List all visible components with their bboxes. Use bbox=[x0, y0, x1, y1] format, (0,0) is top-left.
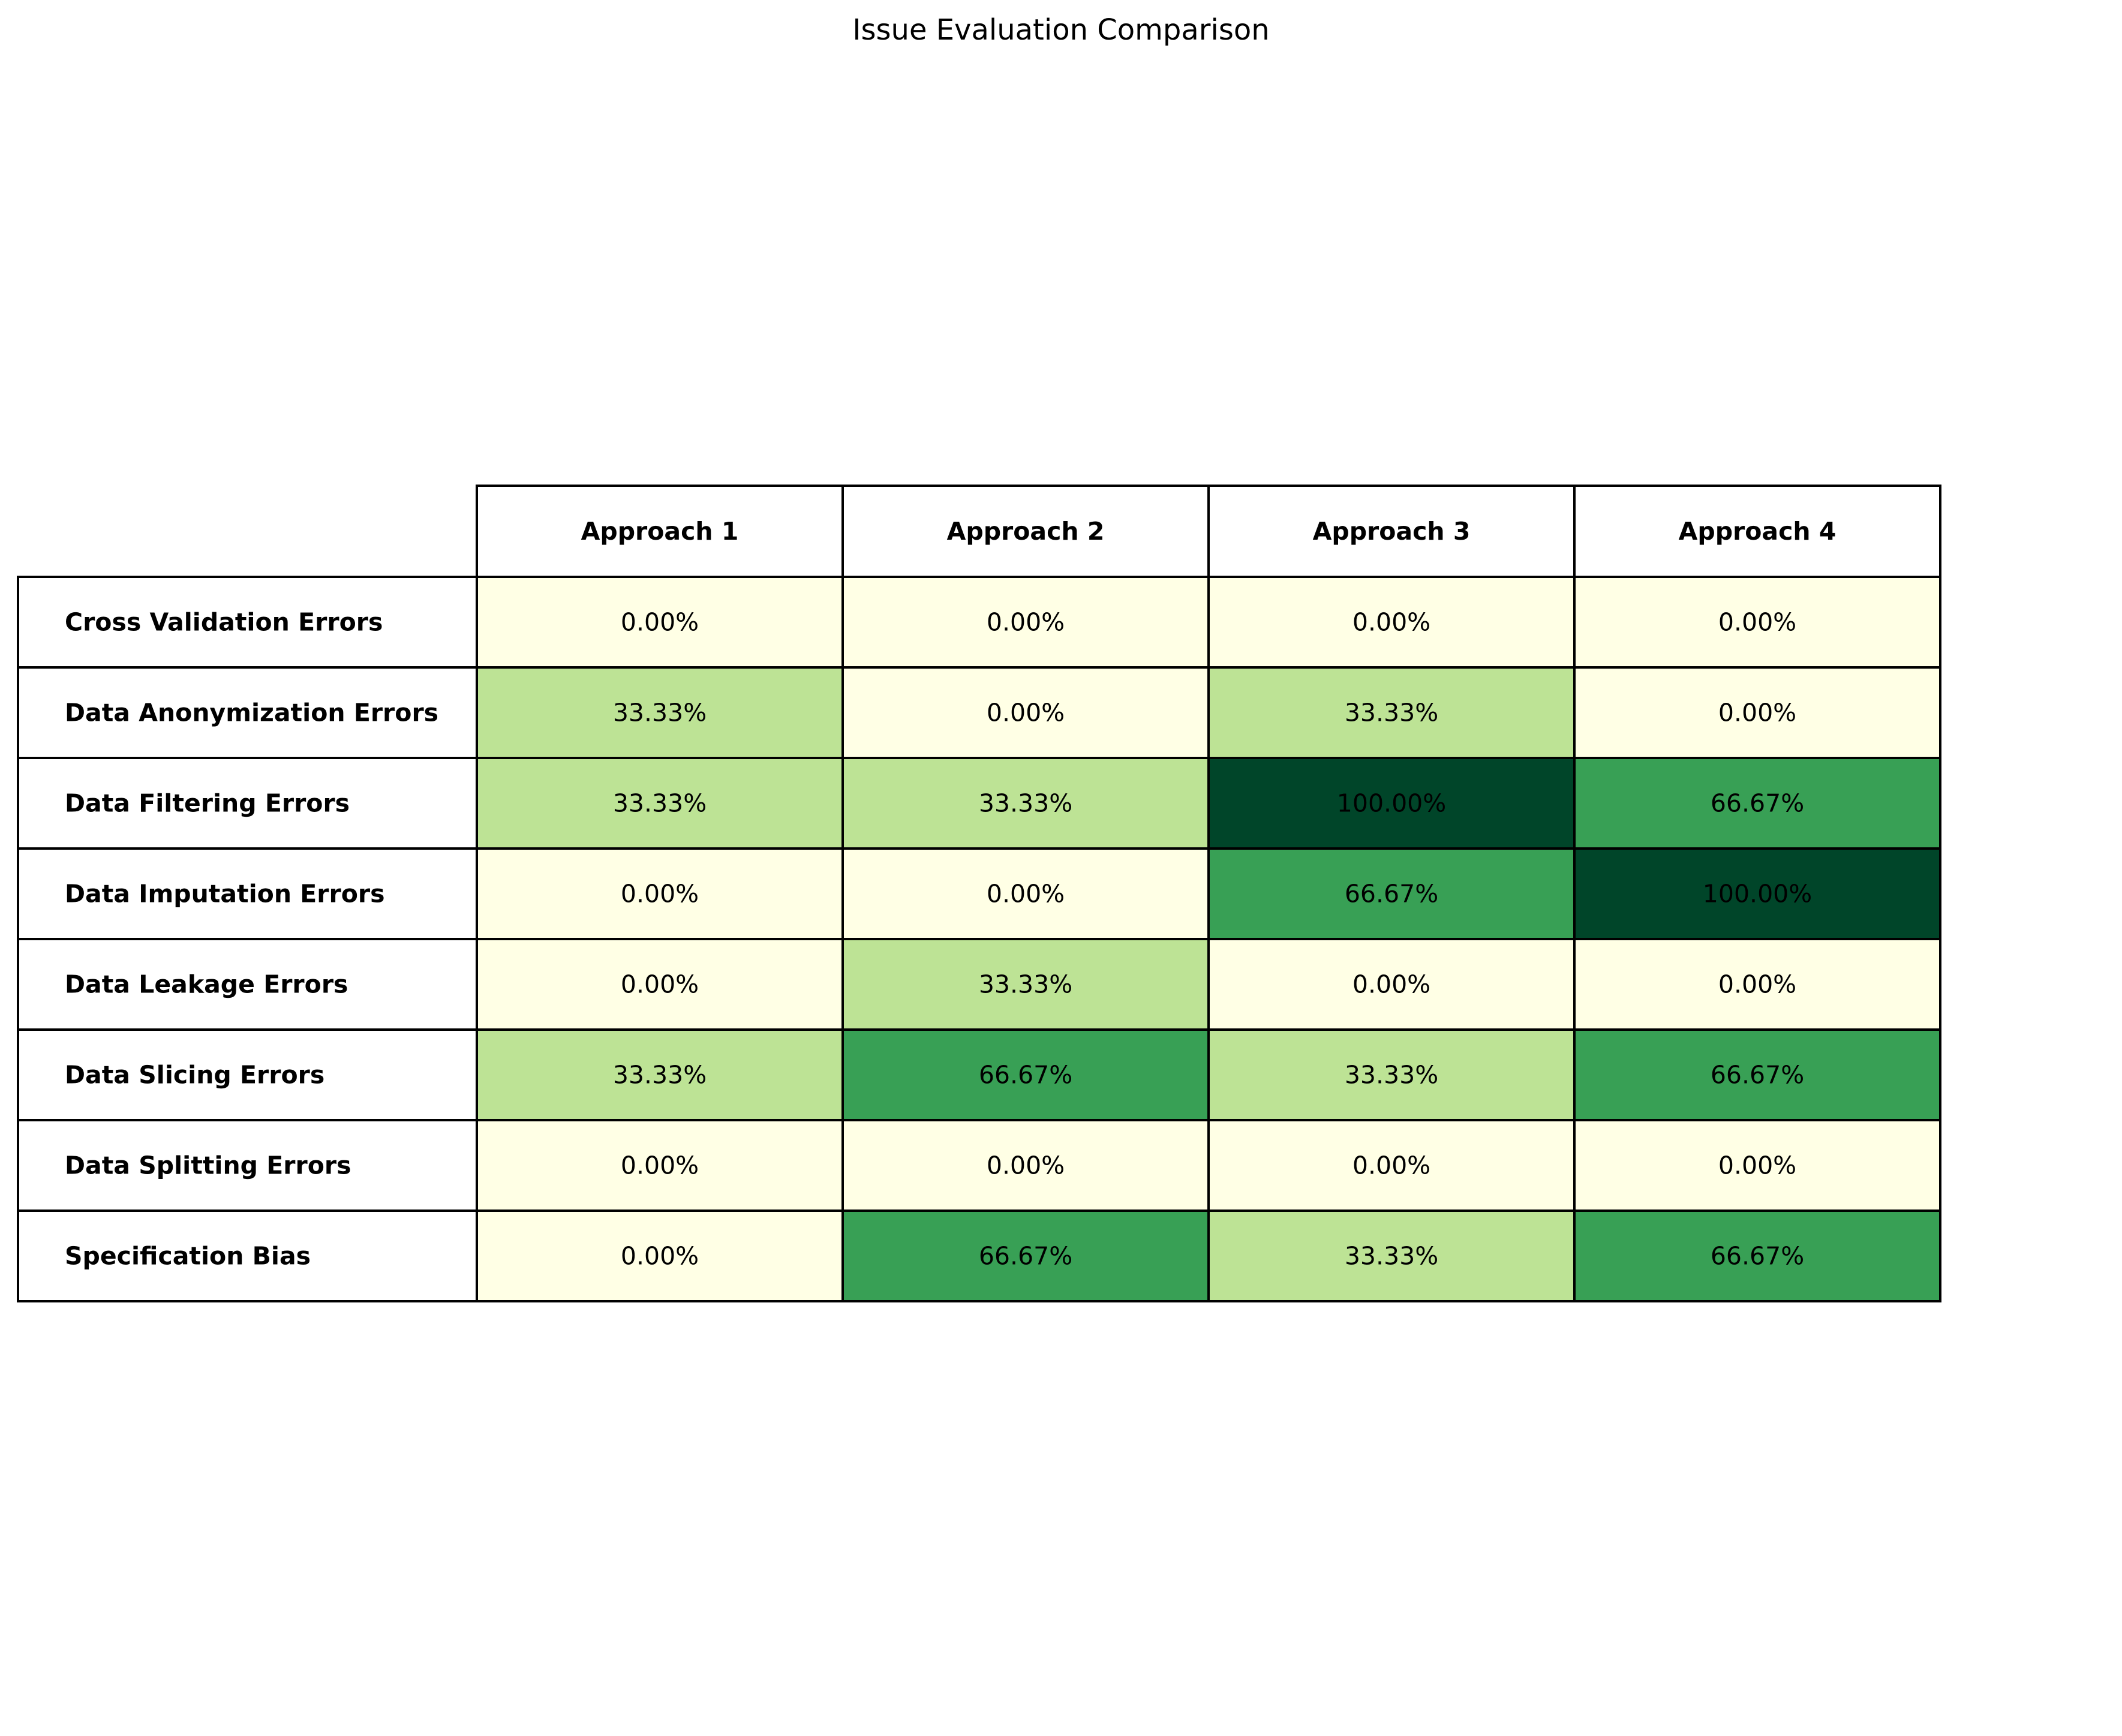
value-cell bbox=[1573, 847, 1941, 940]
value-cell bbox=[476, 757, 844, 850]
value-label: 0.00% bbox=[1352, 608, 1430, 637]
value-label: 0.00% bbox=[621, 1242, 699, 1271]
row-header-cell bbox=[17, 757, 478, 850]
value-label: 66.67% bbox=[979, 1061, 1072, 1090]
row-header-label: Data Anonymization Errors bbox=[65, 699, 438, 727]
value-label: 0.00% bbox=[1718, 699, 1796, 727]
value-cell bbox=[1573, 1210, 1941, 1302]
value-label: 66.67% bbox=[1711, 1061, 1804, 1090]
value-cell bbox=[1207, 757, 1576, 850]
row-header-cell bbox=[17, 938, 478, 1031]
column-header-label: Approach 4 bbox=[1679, 517, 1837, 546]
value-cell bbox=[476, 938, 844, 1031]
value-label: 0.00% bbox=[1352, 970, 1430, 999]
value-cell bbox=[841, 666, 1210, 759]
row-header-label: Data Splitting Errors bbox=[65, 1151, 351, 1180]
value-cell bbox=[476, 847, 844, 940]
value-cell bbox=[841, 757, 1210, 850]
row-header-label: Specification Bias bbox=[65, 1242, 311, 1271]
value-label: 33.33% bbox=[979, 970, 1072, 999]
value-label: 33.33% bbox=[1345, 1061, 1438, 1090]
row-header-cell bbox=[17, 1028, 478, 1121]
column-header-cell bbox=[476, 485, 844, 578]
value-label: 0.00% bbox=[1718, 1151, 1796, 1180]
value-label: 100.00% bbox=[1703, 880, 1812, 908]
value-label: 66.67% bbox=[979, 1242, 1072, 1271]
value-label: 0.00% bbox=[1352, 1151, 1430, 1180]
value-label: 0.00% bbox=[987, 880, 1065, 908]
column-header-label: Approach 1 bbox=[581, 517, 739, 546]
value-label: 33.33% bbox=[1345, 1242, 1438, 1271]
column-header-label: Approach 2 bbox=[947, 517, 1105, 546]
value-cell bbox=[1573, 1028, 1941, 1121]
value-label: 0.00% bbox=[621, 608, 699, 637]
value-cell bbox=[476, 1210, 844, 1302]
value-cell bbox=[1573, 576, 1941, 669]
value-cell bbox=[1573, 757, 1941, 850]
value-label: 0.00% bbox=[987, 1151, 1065, 1180]
value-cell bbox=[1573, 1119, 1941, 1212]
value-label: 0.00% bbox=[621, 1151, 699, 1180]
value-cell bbox=[1207, 1119, 1576, 1212]
row-header-cell bbox=[17, 1119, 478, 1212]
value-label: 0.00% bbox=[621, 880, 699, 908]
column-header-cell bbox=[841, 485, 1210, 578]
value-label: 66.67% bbox=[1711, 789, 1804, 818]
column-header-label: Approach 3 bbox=[1313, 517, 1471, 546]
value-label: 33.33% bbox=[613, 699, 707, 727]
value-label: 0.00% bbox=[1718, 970, 1796, 999]
value-label: 33.33% bbox=[613, 1061, 707, 1090]
row-header-label: Data Filtering Errors bbox=[65, 789, 350, 818]
row-header-cell bbox=[17, 847, 478, 940]
value-label: 66.67% bbox=[1345, 880, 1438, 908]
value-label: 100.00% bbox=[1337, 789, 1446, 818]
value-label: 33.33% bbox=[613, 789, 707, 818]
row-header-label: Data Leakage Errors bbox=[65, 970, 348, 999]
value-cell bbox=[476, 1028, 844, 1121]
value-cell bbox=[1573, 666, 1941, 759]
value-cell bbox=[1207, 666, 1576, 759]
value-cell bbox=[841, 847, 1210, 940]
value-cell bbox=[1207, 847, 1576, 940]
value-cell bbox=[1207, 1210, 1576, 1302]
value-cell bbox=[1207, 576, 1576, 669]
value-label: 66.67% bbox=[1711, 1242, 1804, 1271]
row-header-label: Data Slicing Errors bbox=[65, 1061, 324, 1090]
value-label: 0.00% bbox=[987, 699, 1065, 727]
row-header-label: Data Imputation Errors bbox=[65, 880, 385, 908]
row-header-label: Cross Validation Errors bbox=[65, 608, 383, 637]
value-label: 33.33% bbox=[1345, 699, 1438, 727]
value-label: 33.33% bbox=[979, 789, 1072, 818]
value-label: 0.00% bbox=[621, 970, 699, 999]
chart-title: Issue Evaluation Comparison bbox=[852, 13, 1270, 47]
value-label: 0.00% bbox=[1718, 608, 1796, 637]
value-cell bbox=[1573, 938, 1941, 1031]
column-header-cell bbox=[1207, 485, 1576, 578]
row-header-cell bbox=[17, 666, 478, 759]
value-label: 0.00% bbox=[987, 608, 1065, 637]
